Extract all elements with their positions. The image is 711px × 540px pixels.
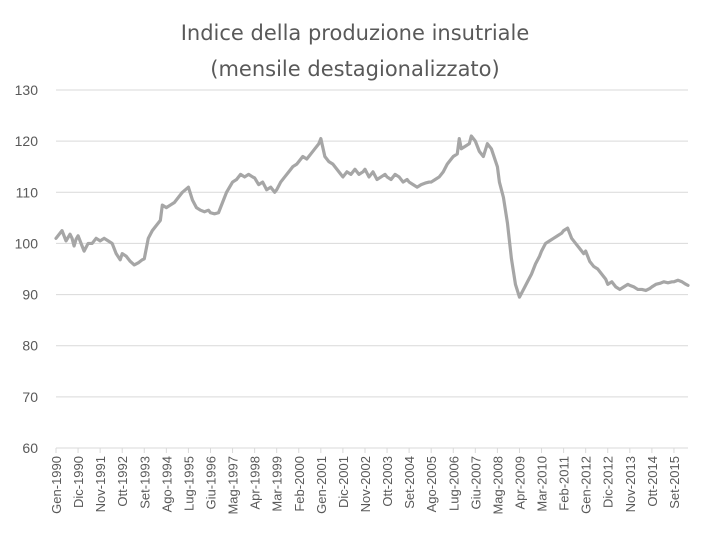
y-tick-label: 80 [22, 338, 38, 354]
series-line [54, 134, 690, 299]
y-tick-label: 100 [15, 235, 39, 251]
y-tick-label: 110 [16, 184, 39, 200]
x-tick-label: Mag-1997 [226, 456, 241, 515]
gridlines [56, 89, 688, 449]
x-tick-label: Lug-2006 [446, 456, 461, 511]
x-tick-label: Ott-1992 [115, 456, 130, 507]
x-tick-label: Apr-1998 [248, 456, 263, 509]
chart-title-line-1: Indice della produzione insutriale [181, 21, 530, 45]
y-tick-label: 60 [22, 440, 38, 456]
x-tick-label: Nov-2013 [623, 456, 638, 512]
y-tick-label: 120 [15, 133, 39, 149]
x-tick-label: Set-1993 [137, 456, 152, 509]
x-tick-label: Ago-2005 [424, 456, 439, 512]
x-tick-label: Lug-1995 [181, 456, 196, 511]
x-tick-label: Gen-2001 [314, 456, 329, 514]
x-tick-label: Nov-2002 [358, 456, 373, 512]
series-layer [54, 134, 690, 299]
x-tick-label: Set-2004 [402, 456, 417, 509]
x-tick-label: Nov-1991 [93, 456, 108, 512]
x-tick-label: Dic-2001 [336, 456, 351, 508]
x-tick-label: Ott-2014 [645, 456, 660, 507]
x-tick-label: Feb-2000 [292, 456, 307, 512]
x-axis-ticks: Gen-1990 Dic-1990 Nov-1991 Ott-1992 Set-1993… [49, 448, 682, 515]
x-tick-label: Giu-1996 [203, 456, 218, 509]
y-tick-label: 70 [22, 389, 38, 405]
x-tick-label: Set-2015 [667, 456, 682, 509]
x-tick-label: Gen-1990 [49, 456, 64, 514]
x-tick-label: Ott-2003 [380, 456, 395, 507]
x-tick-label: Gen-2012 [579, 456, 594, 514]
x-tick-label: Dic-1990 [71, 456, 86, 508]
x-tick-label: Mar-2010 [535, 456, 550, 512]
x-tick-label: Apr-2009 [512, 456, 527, 509]
chart-title-line-2: (mensile destagionalizzato) [210, 57, 499, 81]
x-tick-label: Mag-2008 [490, 456, 505, 515]
x-tick-label: Feb-2011 [557, 456, 572, 511]
y-tick-label: 90 [22, 287, 38, 303]
x-tick-label: Ago-1994 [159, 456, 174, 512]
x-tick-label: Mar-1999 [270, 456, 285, 512]
y-axis-ticks: 60 70 80 90 100 110 120 130 [15, 82, 39, 456]
x-tick-label: Giu-2007 [468, 456, 483, 509]
y-tick-label: 130 [15, 82, 39, 98]
x-tick-label: Dic-2012 [601, 456, 616, 508]
